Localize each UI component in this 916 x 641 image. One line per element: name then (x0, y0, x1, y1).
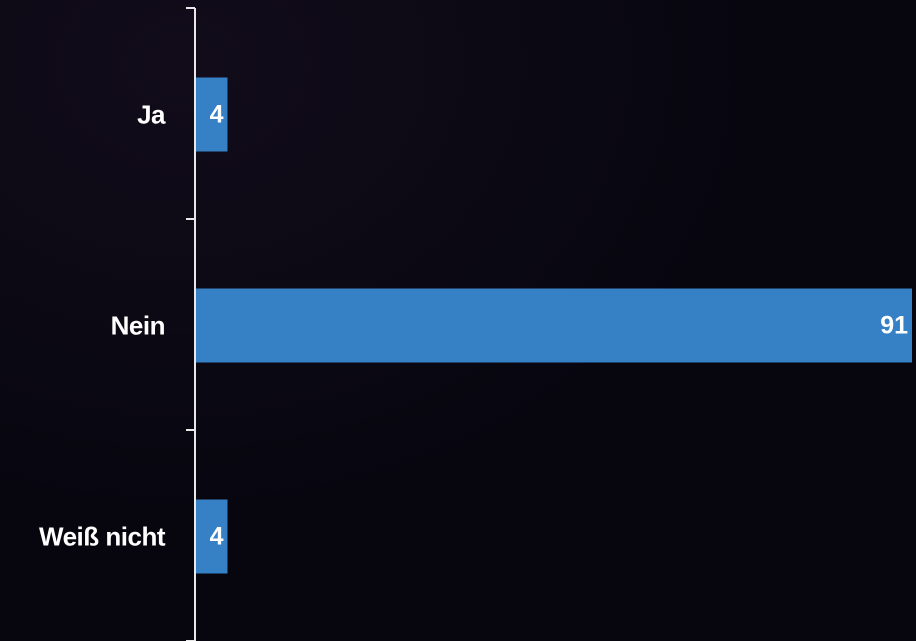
data-label: 91 (880, 312, 908, 340)
category-label: Ja (137, 100, 166, 130)
bar-2 (196, 499, 228, 574)
category-label: Weiß nicht (39, 522, 166, 552)
bar-0 (196, 77, 228, 152)
category-label: Nein (111, 311, 165, 341)
category-labels: Ja Nein Weiß nicht (39, 100, 167, 552)
value-labels: 4 91 4 (210, 101, 909, 551)
bar-1 (196, 288, 912, 363)
data-label: 4 (210, 101, 224, 129)
data-label: 4 (210, 523, 224, 551)
y-axis-ticks (186, 7, 195, 641)
bars-group (196, 77, 912, 574)
